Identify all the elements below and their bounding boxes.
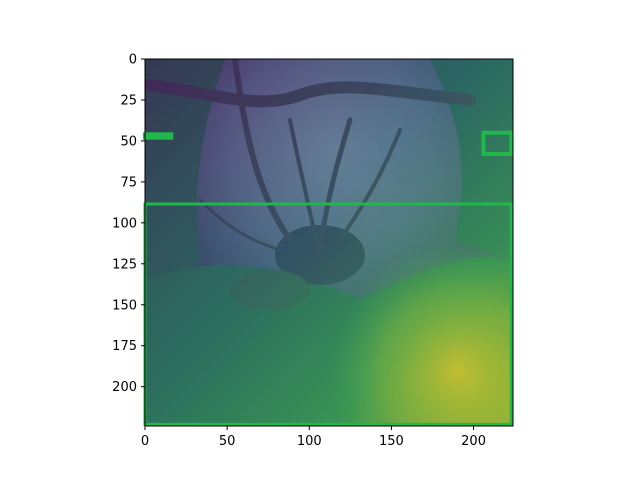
y-tick-label: 175	[112, 339, 137, 354]
y-tick-label: 200	[112, 380, 137, 395]
detection-box	[481, 130, 514, 157]
plot-frame	[144, 58, 514, 427]
y-tick-label: 100	[112, 216, 137, 231]
image-panel	[145, 59, 513, 426]
heatmap-hotspot	[145, 59, 513, 426]
y-tick-label: 0	[129, 53, 137, 68]
y-tick-label: 150	[112, 298, 137, 313]
x-tick-label: 50	[219, 434, 236, 449]
y-tick-label: 50	[120, 134, 137, 149]
x-tick-label: 150	[379, 434, 404, 449]
y-axis: 0 25 50 75 100 125 150 175 200	[112, 53, 145, 395]
y-tick-label: 25	[120, 93, 137, 108]
y-tick-label: 125	[112, 257, 137, 272]
y-tick-label: 75	[120, 175, 137, 190]
x-tick-label: 200	[461, 434, 486, 449]
x-tick-label: 0	[141, 434, 149, 449]
x-tick-label: 100	[297, 434, 322, 449]
x-axis: 0 50 100 150 200	[141, 426, 486, 449]
detection-box	[143, 132, 174, 140]
